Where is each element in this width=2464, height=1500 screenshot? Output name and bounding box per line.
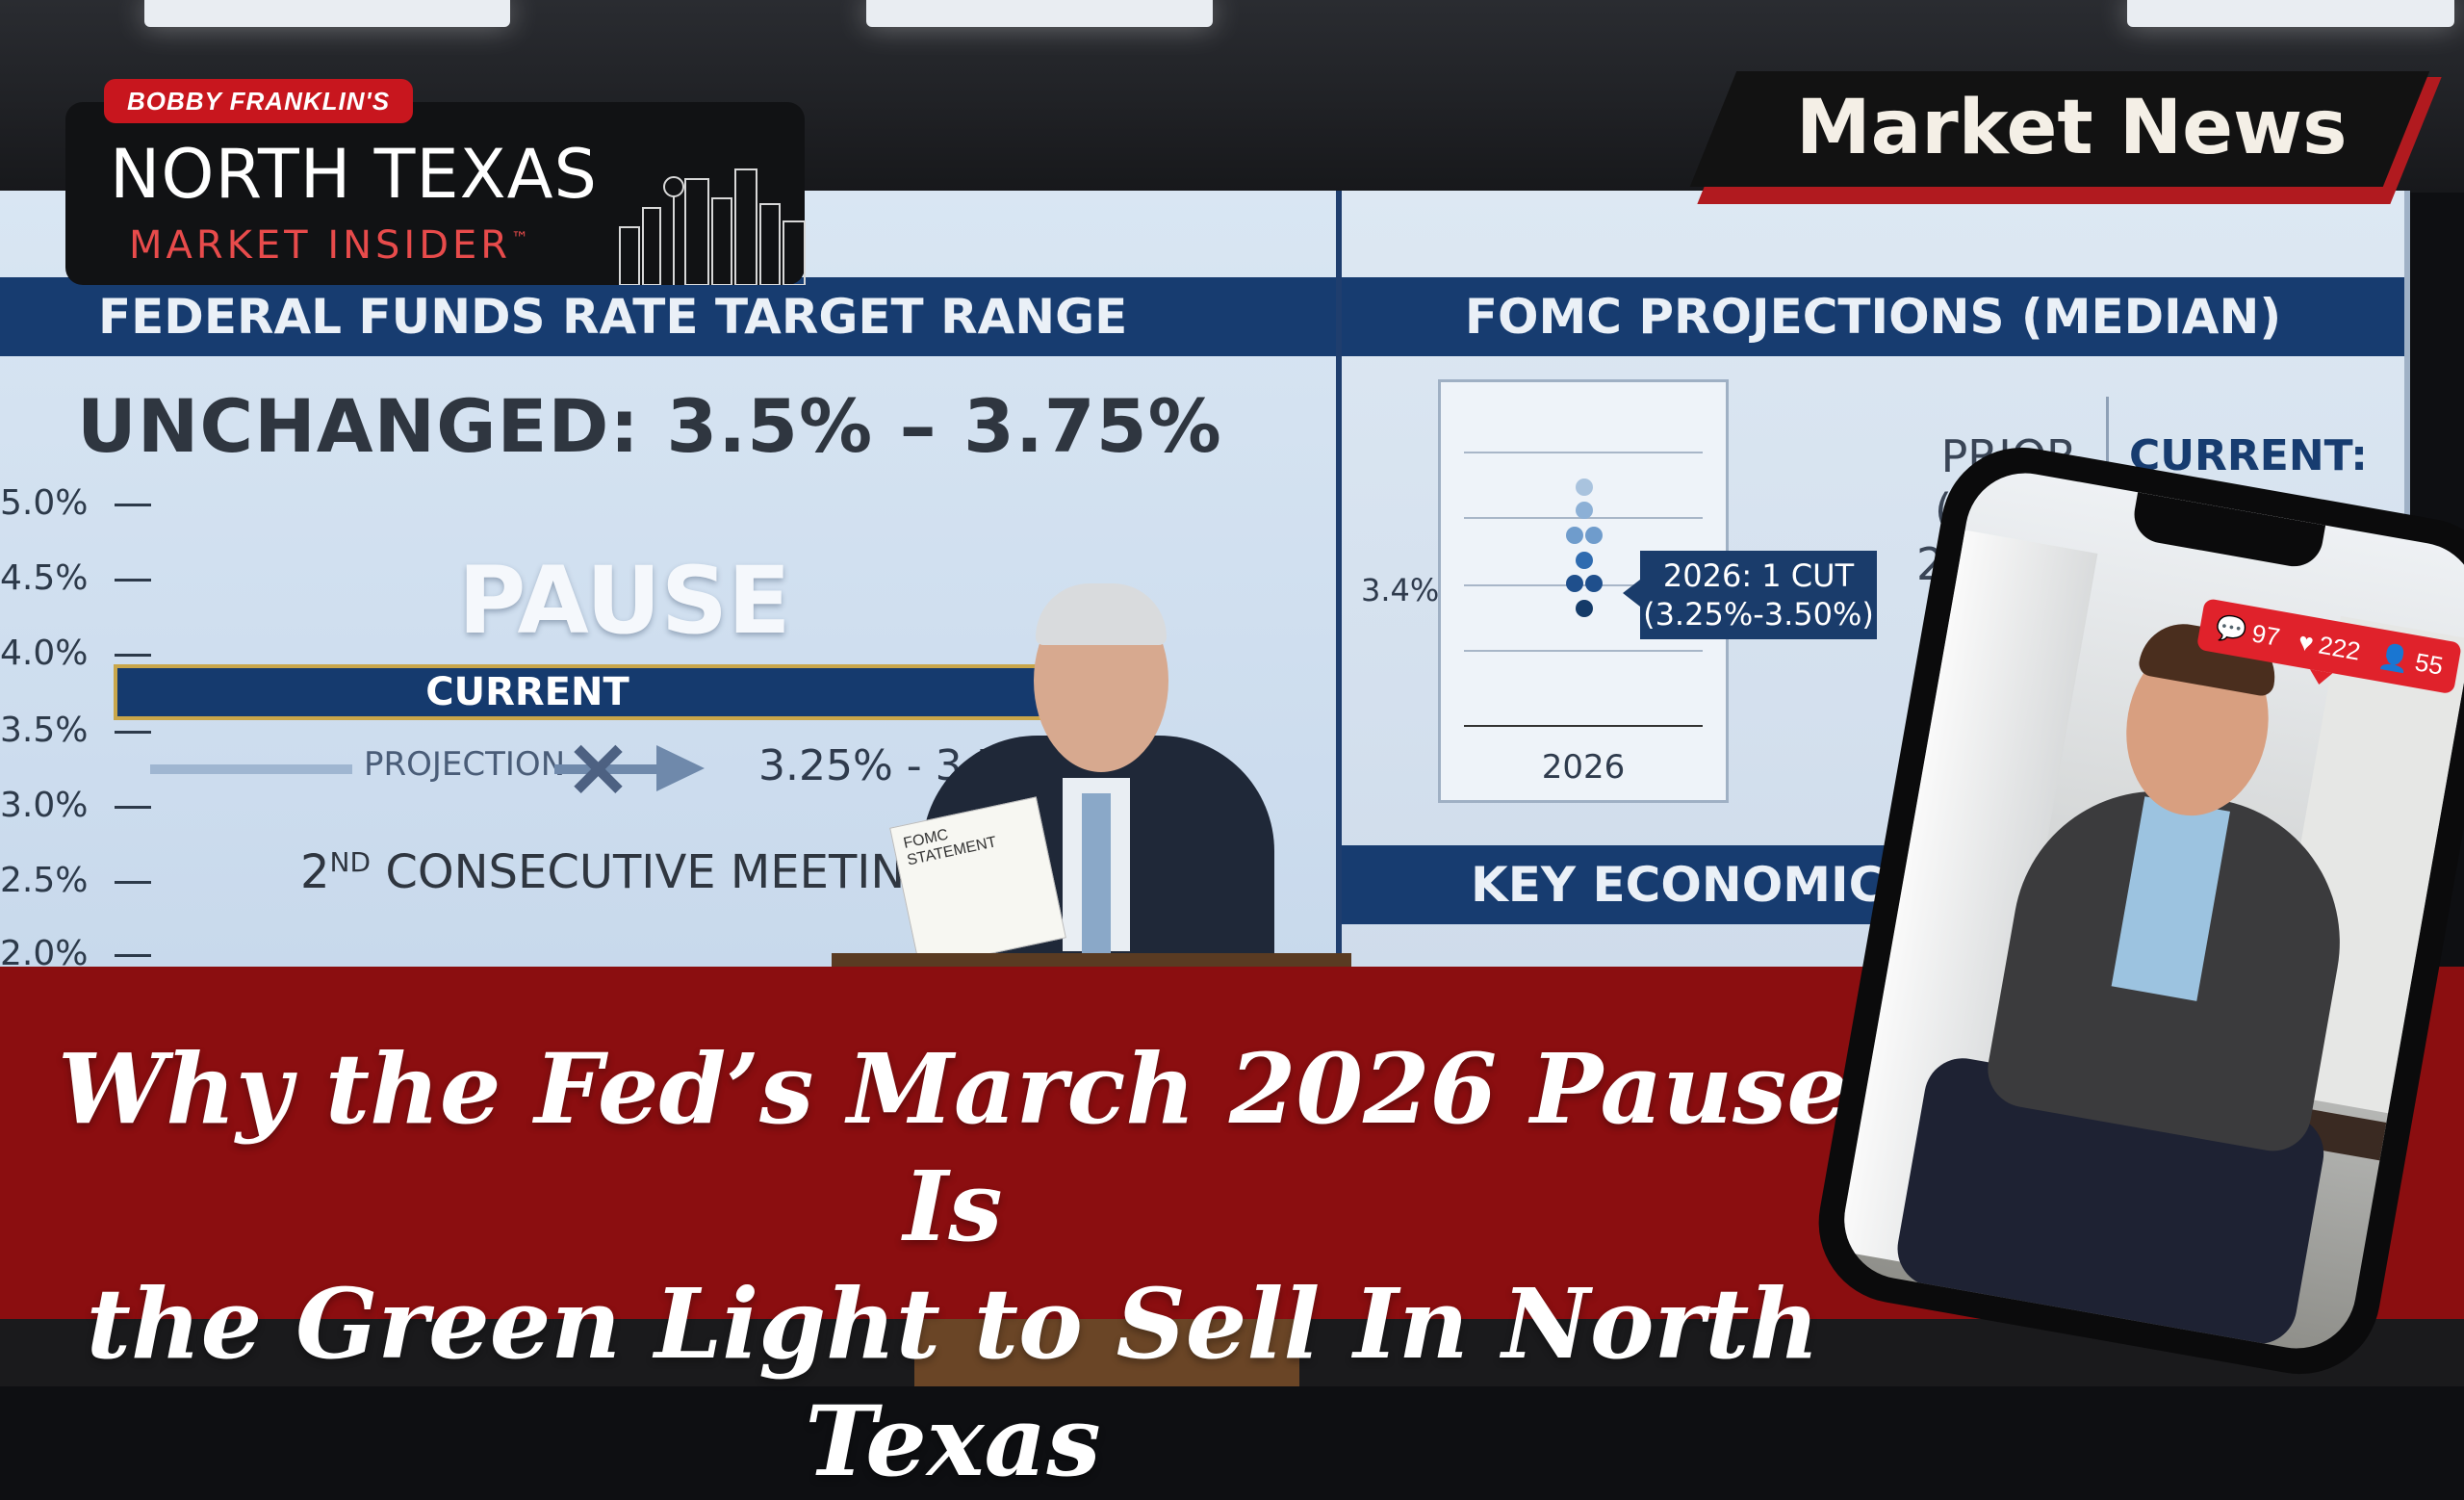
gridline bbox=[1464, 452, 1703, 453]
year-label: 2026 bbox=[1541, 748, 1626, 787]
speaker-tie bbox=[1082, 793, 1111, 957]
baseline bbox=[1464, 725, 1703, 727]
dot-marker bbox=[1576, 502, 1593, 519]
headline-line-1: Why the Fed’s March 2026 Pause Is bbox=[58, 1032, 1848, 1263]
gridline bbox=[1464, 584, 1703, 586]
axis-tick: 4.0% bbox=[0, 634, 152, 673]
current-rate-bar: CURRENT bbox=[114, 664, 1076, 720]
follower-count: 55 bbox=[2412, 646, 2446, 681]
comment-count: 97 bbox=[2249, 617, 2283, 652]
arrow-right-icon bbox=[656, 745, 705, 791]
projection-callout: 2026: 1 CUT (3.25%-3.50%) bbox=[1623, 551, 1877, 639]
ceiling-light bbox=[866, 0, 1213, 27]
column-divider bbox=[2106, 397, 2109, 522]
projection-line bbox=[150, 764, 352, 774]
ceiling-light bbox=[144, 0, 510, 27]
dot-marker bbox=[1585, 575, 1603, 592]
cross-icon: ✕ bbox=[566, 728, 631, 814]
ceiling-light bbox=[2127, 0, 2454, 27]
skyline-icon bbox=[619, 168, 806, 285]
level-label: 3.4% bbox=[1361, 572, 1440, 608]
pause-label: PAUSE bbox=[458, 547, 791, 655]
headline-line-2: the Green Light to Sell In North Texas bbox=[86, 1267, 1820, 1498]
like-count: 222 bbox=[2316, 630, 2363, 666]
projection-label: PROJECTION bbox=[364, 745, 566, 784]
projection-line bbox=[554, 764, 660, 774]
heart-icon: ♥ bbox=[2296, 626, 2316, 659]
speaker-hair bbox=[1036, 583, 1167, 645]
consecutive-meeting-text: 2ND CONSECUTIVE MEETING bbox=[300, 845, 941, 899]
axis-tick: 4.5% bbox=[0, 558, 152, 598]
dot-marker bbox=[1585, 527, 1603, 544]
axis-tick: 5.0% bbox=[0, 483, 152, 523]
dot-marker bbox=[1576, 478, 1593, 496]
phone-notch bbox=[2129, 492, 2326, 571]
user-icon: 👤 bbox=[2376, 640, 2413, 675]
headline: Why the Fed’s March 2026 Pause Is the Gr… bbox=[0, 1030, 1906, 1500]
axis-tick: 2.5% bbox=[0, 861, 152, 900]
axis-tick: 3.5% bbox=[0, 711, 152, 750]
fomc-panel-header: FOMC PROJECTIONS (MEDIAN) bbox=[1342, 277, 2404, 356]
axis-tick: 3.0% bbox=[0, 786, 152, 825]
dot-marker bbox=[1576, 552, 1593, 569]
panel-divider bbox=[1336, 191, 1342, 969]
statement-paper: FOMC STATEMENT bbox=[889, 796, 1066, 970]
gridline bbox=[1464, 650, 1703, 652]
logo-tag: BOBBY FRANKLIN'S bbox=[104, 79, 414, 123]
dot-marker bbox=[1566, 575, 1583, 592]
dot-marker bbox=[1566, 527, 1583, 544]
comment-icon: 💬 bbox=[2213, 611, 2249, 646]
market-news-label: Market News bbox=[1796, 85, 2348, 171]
unchanged-rate-text: UNCHANGED: 3.5% – 3.75% bbox=[77, 383, 1222, 469]
podium-base bbox=[914, 1319, 1299, 1386]
dot-marker bbox=[1576, 600, 1593, 617]
logo-title: NORTH TEXAS bbox=[110, 135, 598, 214]
phone-screen: 💬 97 ♥ 222 👤 55 bbox=[1835, 463, 2464, 1358]
logo-subtitle: MARKET INSIDER™ bbox=[129, 223, 533, 268]
rate-panel-header: FEDERAL FUNDS RATE TARGET RANGE bbox=[0, 277, 1336, 356]
